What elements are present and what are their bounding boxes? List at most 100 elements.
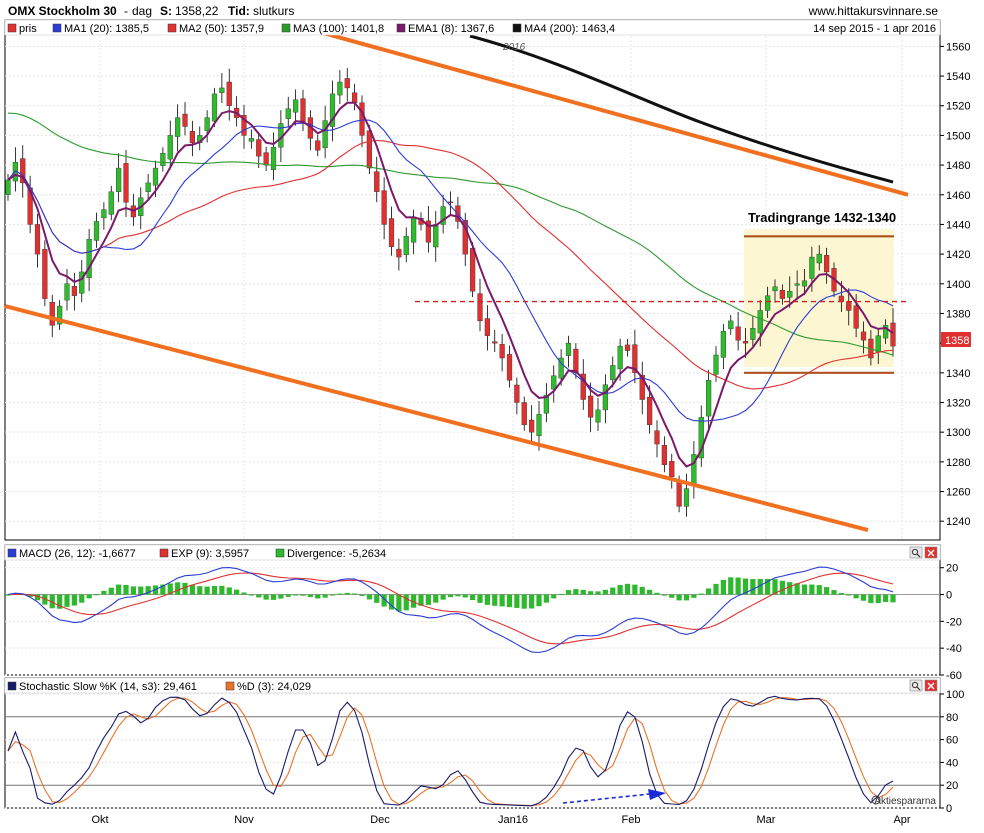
candle-body	[447, 201, 454, 204]
divergence-bar	[853, 594, 859, 599]
divergence-bar	[167, 583, 173, 595]
divergence-bar	[477, 594, 483, 603]
candle-body	[669, 461, 675, 477]
divergence-bar	[352, 593, 358, 595]
candle-body	[219, 87, 225, 93]
divergence-bar	[322, 594, 328, 598]
divergence-bar	[204, 586, 210, 595]
stoch-close-button[interactable]	[924, 679, 938, 692]
divergence-bar	[5, 594, 11, 596]
legend-label: Divergence: -5,2634	[287, 548, 386, 560]
candle-body	[647, 396, 653, 425]
y-tick-label: -60	[946, 670, 962, 682]
divergence-bar	[588, 591, 594, 595]
divergence-bar	[838, 592, 844, 595]
legend-swatch	[167, 23, 177, 33]
trading-range-label: Tradingrange 1432-1340	[748, 210, 896, 225]
legend-label: EMA1 (8): 1367,6	[408, 23, 494, 35]
macd-panel-frame	[4, 544, 941, 676]
divergence-bar	[691, 594, 697, 598]
candle-body	[123, 163, 129, 203]
y-tick-label: 100	[946, 689, 964, 701]
stoch-grid	[5, 693, 940, 809]
candle-body	[595, 409, 601, 423]
y-tick-label: 1340	[946, 368, 970, 380]
candle-body	[241, 115, 247, 136]
y-tick-label: 0	[946, 590, 952, 602]
macd-legend-bar	[4, 544, 941, 561]
candle-body	[536, 414, 542, 436]
candle-body	[256, 139, 262, 157]
candle-body	[573, 348, 579, 374]
candle-body	[514, 384, 520, 403]
candle-body	[204, 117, 210, 131]
stoch-d-line	[7, 697, 894, 807]
divergence-bar	[713, 583, 719, 595]
candle-body	[20, 158, 26, 184]
macd-zoom-button[interactable]	[909, 546, 923, 559]
stoch-divergence-arrow	[562, 789, 666, 804]
divergence-bar	[661, 594, 667, 596]
divergence-bar	[816, 585, 822, 595]
header-site[interactable]: www.hittakursvinnare.se	[808, 4, 939, 18]
macd-divergence-bars	[5, 577, 896, 612]
candle-body	[366, 130, 372, 169]
candle-body	[226, 81, 232, 106]
macd-close-button[interactable]	[924, 546, 938, 559]
x-axis: Okt Nov Dec Jan16 Feb Mar Apr	[91, 814, 910, 826]
candle-body	[506, 354, 513, 381]
legend-swatch	[275, 548, 285, 558]
divergence-bar	[883, 594, 889, 603]
divergence-bar	[824, 587, 830, 595]
divergence-bar	[425, 594, 431, 605]
candle-body	[440, 206, 446, 225]
divergence-bar	[765, 578, 771, 595]
divergence-bar	[757, 579, 763, 595]
candle-body	[160, 153, 166, 166]
candle-body	[580, 373, 586, 400]
divergence-bar	[639, 586, 645, 595]
header-s-value: 1358,22	[175, 4, 219, 18]
last-price-label: 1358	[945, 335, 969, 347]
candle-body	[433, 224, 439, 248]
legend-swatch	[7, 23, 17, 33]
header-tid-value: slutkurs	[253, 4, 294, 18]
macd-legend: MACD (26, 12): -1,6677 EXP (9): 3,5957 Div…	[7, 548, 386, 560]
y-tick-label: 1500	[946, 130, 970, 142]
candle-body	[787, 291, 793, 298]
year-marker: 2016	[502, 42, 526, 53]
divergence-bar	[779, 580, 785, 595]
legend-label: %D (3): 24,029	[237, 681, 311, 693]
candle-body	[79, 271, 85, 294]
x-tick-label: Nov	[234, 814, 254, 826]
divergence-bar	[632, 584, 638, 595]
upper-trendline	[317, 29, 909, 197]
ma2-line	[7, 139, 894, 390]
divergence-bar	[484, 594, 490, 605]
macd-line	[7, 566, 894, 654]
divergence-bar	[433, 594, 439, 603]
candle-body	[883, 325, 889, 339]
divergence-bar	[278, 594, 284, 599]
divergence-bar	[300, 594, 306, 596]
header-interval: dag	[132, 4, 152, 18]
candle-body	[152, 167, 159, 186]
divergence-bar	[521, 594, 527, 609]
candle-body	[211, 93, 218, 122]
candle-body	[49, 301, 55, 326]
divergence-bar	[388, 594, 395, 610]
last-price-tag	[941, 332, 971, 347]
divergence-bar	[831, 590, 837, 595]
candle-body	[750, 328, 756, 340]
divergence-bar	[315, 594, 321, 599]
trend-lines	[4, 29, 909, 533]
stoch-zoom-button[interactable]	[909, 679, 923, 692]
ma1-line	[7, 119, 894, 422]
stoch-k-line	[7, 695, 894, 807]
divergence-bar	[42, 594, 48, 605]
header-title: OMX Stockholm 30	[8, 4, 117, 18]
candle-body	[108, 191, 114, 215]
divergence-bar	[396, 594, 402, 612]
divergence-bar	[270, 594, 277, 600]
candle-body	[860, 331, 867, 341]
